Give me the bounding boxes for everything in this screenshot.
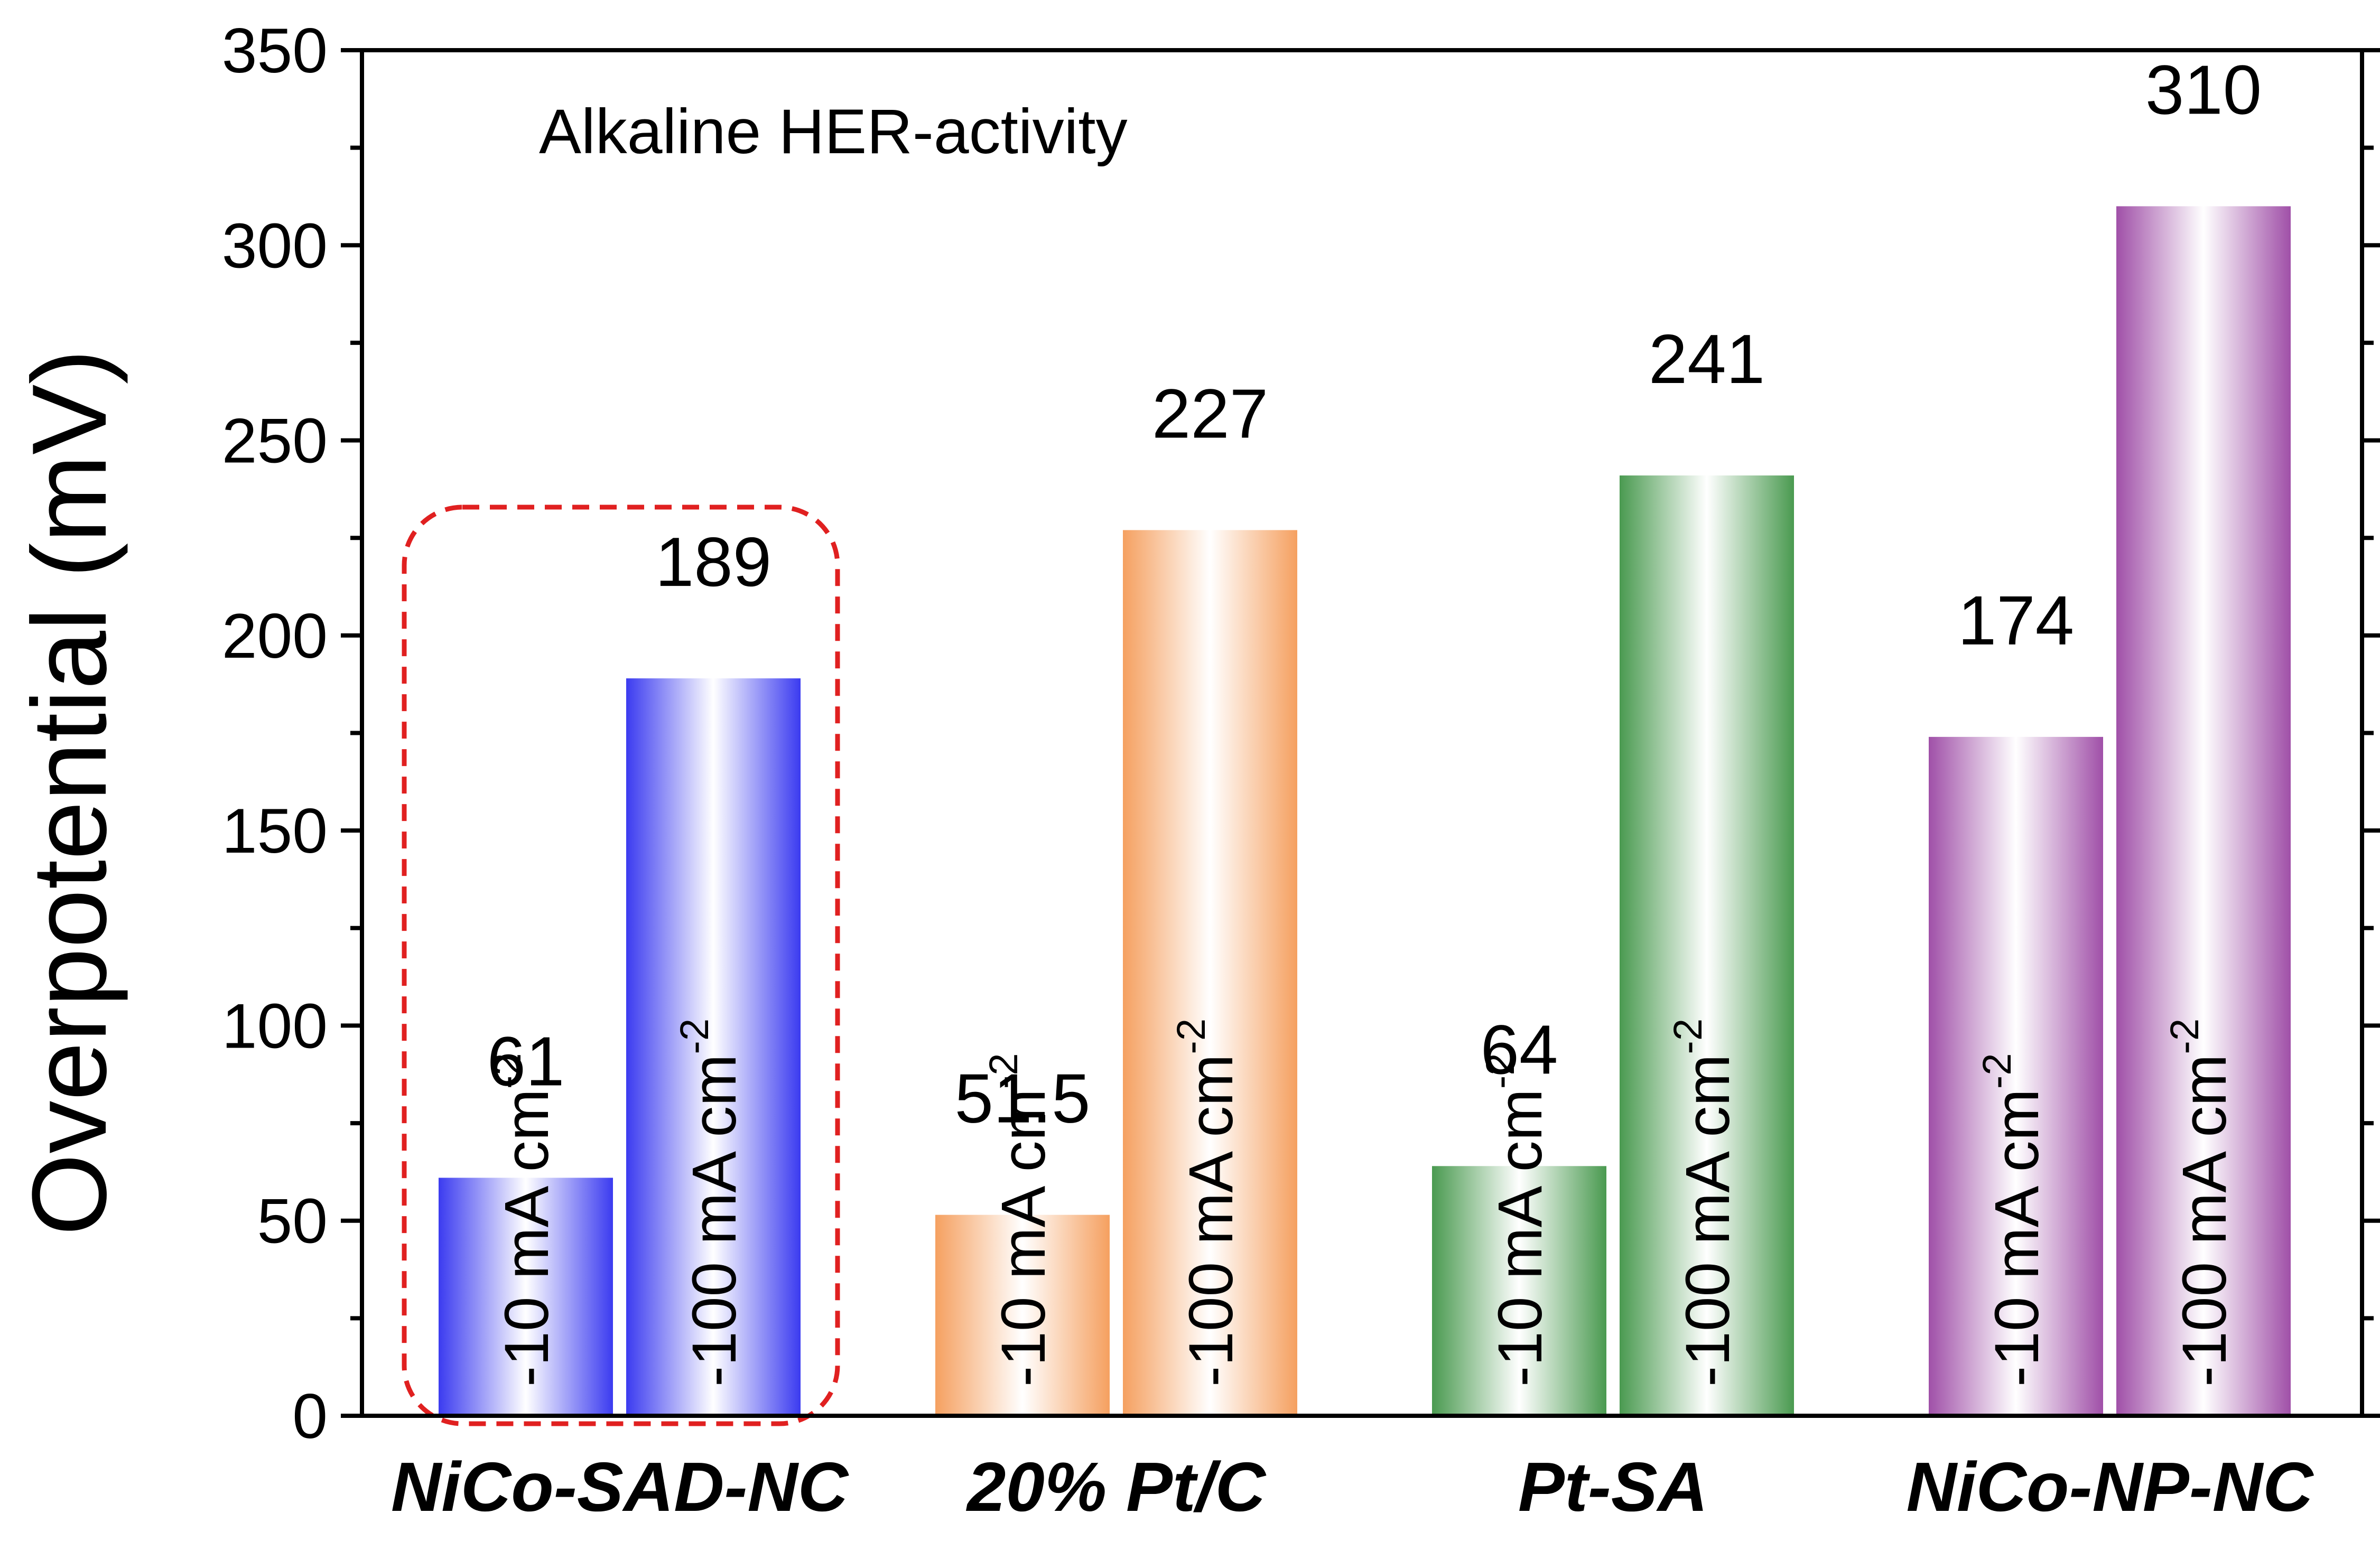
bar-series-label: -10 mA cm-2 xyxy=(1975,1053,2052,1387)
y-tick-label: 150 xyxy=(222,796,328,866)
chart-title: Alkaline HER-activity xyxy=(539,96,1128,167)
value-label: 64 xyxy=(1481,1011,1558,1088)
bar-series-label: -10 mA cm-2 xyxy=(981,1053,1058,1387)
bar-series-label: -100 mA cm-2 xyxy=(1666,1019,1743,1387)
x-category-label: NiCo-SAD-NC xyxy=(391,1448,849,1526)
highlight-box xyxy=(402,505,840,1426)
y-tick-label: 50 xyxy=(257,1186,328,1257)
value-label: 61 xyxy=(487,1022,565,1100)
bar-nico-sad-nc-100ma xyxy=(626,678,801,1416)
bars-layer xyxy=(439,206,2291,1416)
y-tick-label: 100 xyxy=(222,991,328,1061)
highlight-layer xyxy=(402,505,840,1426)
value-label: 189 xyxy=(655,523,771,601)
value-label: 310 xyxy=(2145,51,2262,128)
bar-series-label: -10 mA cm-2 xyxy=(485,1053,562,1387)
value-label: 51.5 xyxy=(955,1060,1091,1137)
x-category-label: NiCo-NP-NC xyxy=(1907,1448,2314,1526)
axes-layer xyxy=(341,48,2380,1418)
bar-pt-sa-100ma xyxy=(1620,475,1794,1416)
bar-nico-np-nc-100ma xyxy=(2116,206,2291,1416)
y-tick-label: 200 xyxy=(222,601,328,671)
bar-series-label: -10 mA cm-2 xyxy=(1478,1053,1555,1387)
bar-series-label: -100 mA cm-2 xyxy=(672,1019,749,1387)
bar-nico-sad-nc-10ma xyxy=(439,1178,613,1416)
bar-pt-sa-10ma xyxy=(1432,1166,1606,1416)
y-axis-label: Overpotential (mV) xyxy=(11,349,128,1236)
y-tick-label: 250 xyxy=(222,406,328,477)
value-label: 174 xyxy=(1958,582,2074,659)
y-tick-label: 300 xyxy=(222,210,328,281)
bar-20-pt-c-10ma xyxy=(935,1215,1110,1416)
bar-series-label: -100 mA cm-2 xyxy=(2162,1019,2239,1387)
bar-nico-np-nc-10ma xyxy=(1929,736,2103,1416)
x-category-label: 20% Pt/C xyxy=(965,1448,1267,1526)
x-category-label: Pt-SA xyxy=(1518,1448,1708,1526)
y-tick-label: 0 xyxy=(292,1381,328,1452)
y-tick-label: 350 xyxy=(222,15,328,86)
value-label: 227 xyxy=(1152,375,1268,452)
bar-20-pt-c-100ma xyxy=(1123,530,1297,1416)
bar-series-label: -100 mA cm-2 xyxy=(1169,1019,1246,1387)
value-label: 241 xyxy=(1649,320,1765,398)
